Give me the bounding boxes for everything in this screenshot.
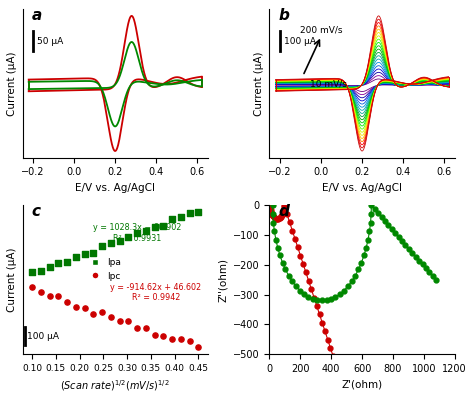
Point [133,230,141,236]
Point [46,293,53,300]
Text: 200 mV/s: 200 mV/s [300,26,343,35]
Point [72,304,80,310]
Point [63,258,71,265]
Point [90,250,97,256]
Point [55,260,62,267]
Point [125,318,132,324]
Text: 100 μA: 100 μA [27,332,59,341]
Point [116,318,123,324]
Point [177,213,184,220]
Text: 10 mV/s: 10 mV/s [310,80,347,88]
X-axis label: E/V vs. Ag/AgCl: E/V vs. Ag/AgCl [75,183,155,193]
Point [107,314,115,320]
Y-axis label: Current (μA): Current (μA) [7,51,17,116]
Point [28,284,36,290]
Point [151,224,158,230]
Point [168,336,176,343]
Point [107,240,115,246]
Point [98,309,106,315]
Point [151,332,158,338]
Point [133,325,141,331]
Point [194,209,202,215]
Text: 100 μA: 100 μA [284,36,316,46]
Point [186,338,193,344]
Point [186,210,193,216]
Point [177,336,184,342]
Point [194,344,202,350]
Point [116,238,123,244]
Point [81,251,88,257]
Point [81,305,88,312]
Point [63,298,71,305]
X-axis label: Z'(ohm): Z'(ohm) [342,379,383,389]
Y-axis label: Current (μA): Current (μA) [254,51,264,116]
Text: 50 μA: 50 μA [37,36,63,46]
Point [55,292,62,299]
Point [125,234,132,240]
Point [90,311,97,317]
Y-axis label: Current (μA): Current (μA) [7,248,17,312]
Point [72,254,80,260]
Point [37,268,45,275]
Point [142,227,150,234]
Point [37,289,45,296]
Point [98,242,106,249]
Point [159,222,167,229]
Point [159,332,167,339]
Point [168,216,176,222]
Text: c: c [32,204,41,219]
Text: a: a [32,8,42,22]
Legend: Ipa, Ipc: Ipa, Ipc [82,254,125,284]
Point [142,325,150,331]
Point [46,264,53,270]
Text: y = -914.62x + 46.602
R² = 0.9942: y = -914.62x + 46.602 R² = 0.9942 [110,283,201,302]
Text: d: d [279,204,290,219]
X-axis label: E/V vs. Ag/AgCl: E/V vs. Ag/AgCl [322,183,402,193]
Text: b: b [279,8,290,22]
Y-axis label: Z''(ohm): Z''(ohm) [218,258,228,302]
Point [28,268,36,275]
Text: y = 1028.3x − 60.902
R² = 0.9931: y = 1028.3x − 60.902 R² = 0.9931 [93,223,182,242]
X-axis label: $(Scan\ rate)^{1/2}(mV/s)^{1/2}$: $(Scan\ rate)^{1/2}(mV/s)^{1/2}$ [60,378,170,393]
